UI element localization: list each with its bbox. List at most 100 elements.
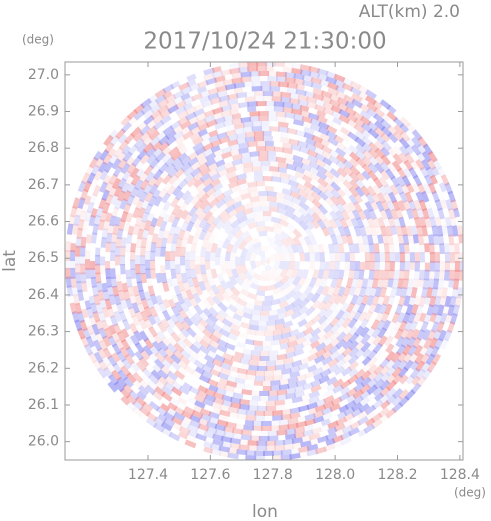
- field-cell: [173, 405, 186, 416]
- field-cell: [459, 252, 463, 263]
- field-cell: [219, 409, 231, 417]
- field-cell: [267, 111, 278, 117]
- field-cell: [315, 226, 325, 238]
- field-cell: [168, 224, 177, 236]
- field-cell: [104, 181, 114, 193]
- field-cell: [80, 272, 87, 284]
- field-cell: [310, 82, 323, 90]
- field-cell: [194, 70, 207, 79]
- field-cell: [157, 187, 168, 200]
- field-cell: [171, 157, 183, 168]
- field-cell: [165, 324, 176, 336]
- field-cell: [371, 294, 380, 306]
- field-cell: [428, 269, 435, 281]
- field-cell: [341, 419, 354, 429]
- field-cell: [112, 362, 123, 375]
- field-cell: [390, 351, 402, 363]
- field-cell: [120, 121, 132, 133]
- field-cell: [88, 214, 96, 227]
- field-cell: [265, 405, 277, 411]
- field-cell: [307, 107, 320, 116]
- field-cell: [312, 92, 325, 102]
- field-cell: [210, 251, 216, 261]
- field-cell: [316, 109, 328, 119]
- field-cell: [419, 166, 430, 179]
- field-cell: [146, 211, 155, 223]
- field-cell: [306, 269, 315, 280]
- field-cell: [179, 348, 191, 360]
- field-cell: [242, 126, 254, 133]
- field-cell: [397, 295, 406, 307]
- field-cell: [98, 197, 107, 210]
- field-cell: [446, 287, 454, 299]
- field-cell: [341, 309, 351, 321]
- field-cell: [173, 411, 186, 422]
- field-cell: [290, 103, 303, 111]
- field-cell: [170, 260, 176, 271]
- field-cell: [134, 395, 147, 407]
- field-cell: [159, 220, 168, 232]
- field-cell: [207, 168, 219, 178]
- field-cell: [434, 216, 442, 229]
- field-cell: [258, 115, 269, 122]
- field-cell: [149, 136, 161, 148]
- field-cell: [196, 79, 209, 89]
- field-cell: [196, 85, 209, 94]
- field-cell: [202, 176, 214, 187]
- field-cell: [296, 177, 307, 186]
- field-cell: [145, 411, 158, 422]
- field-cell: [133, 103, 145, 115]
- field-cell: [123, 376, 134, 388]
- field-cell: [207, 383, 219, 393]
- field-cell: [183, 166, 195, 177]
- field-cell: [272, 227, 283, 236]
- field-cell: [230, 286, 241, 297]
- field-cell: [258, 430, 270, 436]
- field-cell: [372, 342, 383, 354]
- field-cell: [373, 169, 384, 181]
- field-cell: [220, 63, 233, 71]
- field-cell: [207, 162, 219, 172]
- field-cell: [373, 364, 385, 376]
- field-cell: [119, 255, 126, 266]
- field-cell: [92, 310, 101, 323]
- field-cell: [315, 342, 327, 352]
- field-cell: [314, 404, 327, 413]
- field-cell: [426, 304, 435, 316]
- field-cell: [404, 152, 415, 164]
- field-cell: [298, 146, 310, 155]
- field-cell: [421, 158, 431, 171]
- field-cell: [429, 243, 435, 254]
- field-cell: [296, 182, 307, 192]
- field-cell: [255, 226, 266, 233]
- field-cell: [324, 113, 336, 123]
- field-cell: [190, 242, 198, 253]
- field-cell: [220, 151, 233, 160]
- field-cell: [238, 62, 250, 68]
- field-cell: [127, 285, 135, 297]
- field-cell: [266, 236, 277, 244]
- field-cell: [212, 188, 224, 199]
- field-cell: [143, 108, 155, 120]
- field-cell: [243, 419, 255, 426]
- field-cell: [304, 370, 316, 380]
- field-cell: [356, 234, 364, 245]
- field-cell: [305, 212, 316, 223]
- field-cell: [179, 120, 192, 130]
- field-cell: [369, 261, 375, 272]
- field-cell: [85, 276, 92, 288]
- field-cell: [173, 369, 186, 381]
- field-cell: [205, 317, 216, 328]
- field-cell: [192, 136, 204, 146]
- field-cell: [328, 218, 338, 230]
- field-cell: [365, 326, 376, 338]
- field-cell: [368, 141, 380, 153]
- field-cell: [344, 294, 354, 306]
- field-cell: [125, 298, 134, 310]
- field-cell: [288, 261, 295, 271]
- field-cell: [361, 163, 373, 175]
- field-cell: [251, 121, 263, 127]
- field-cell: [405, 129, 417, 142]
- field-cell: [377, 216, 386, 228]
- field-cell: [141, 211, 150, 223]
